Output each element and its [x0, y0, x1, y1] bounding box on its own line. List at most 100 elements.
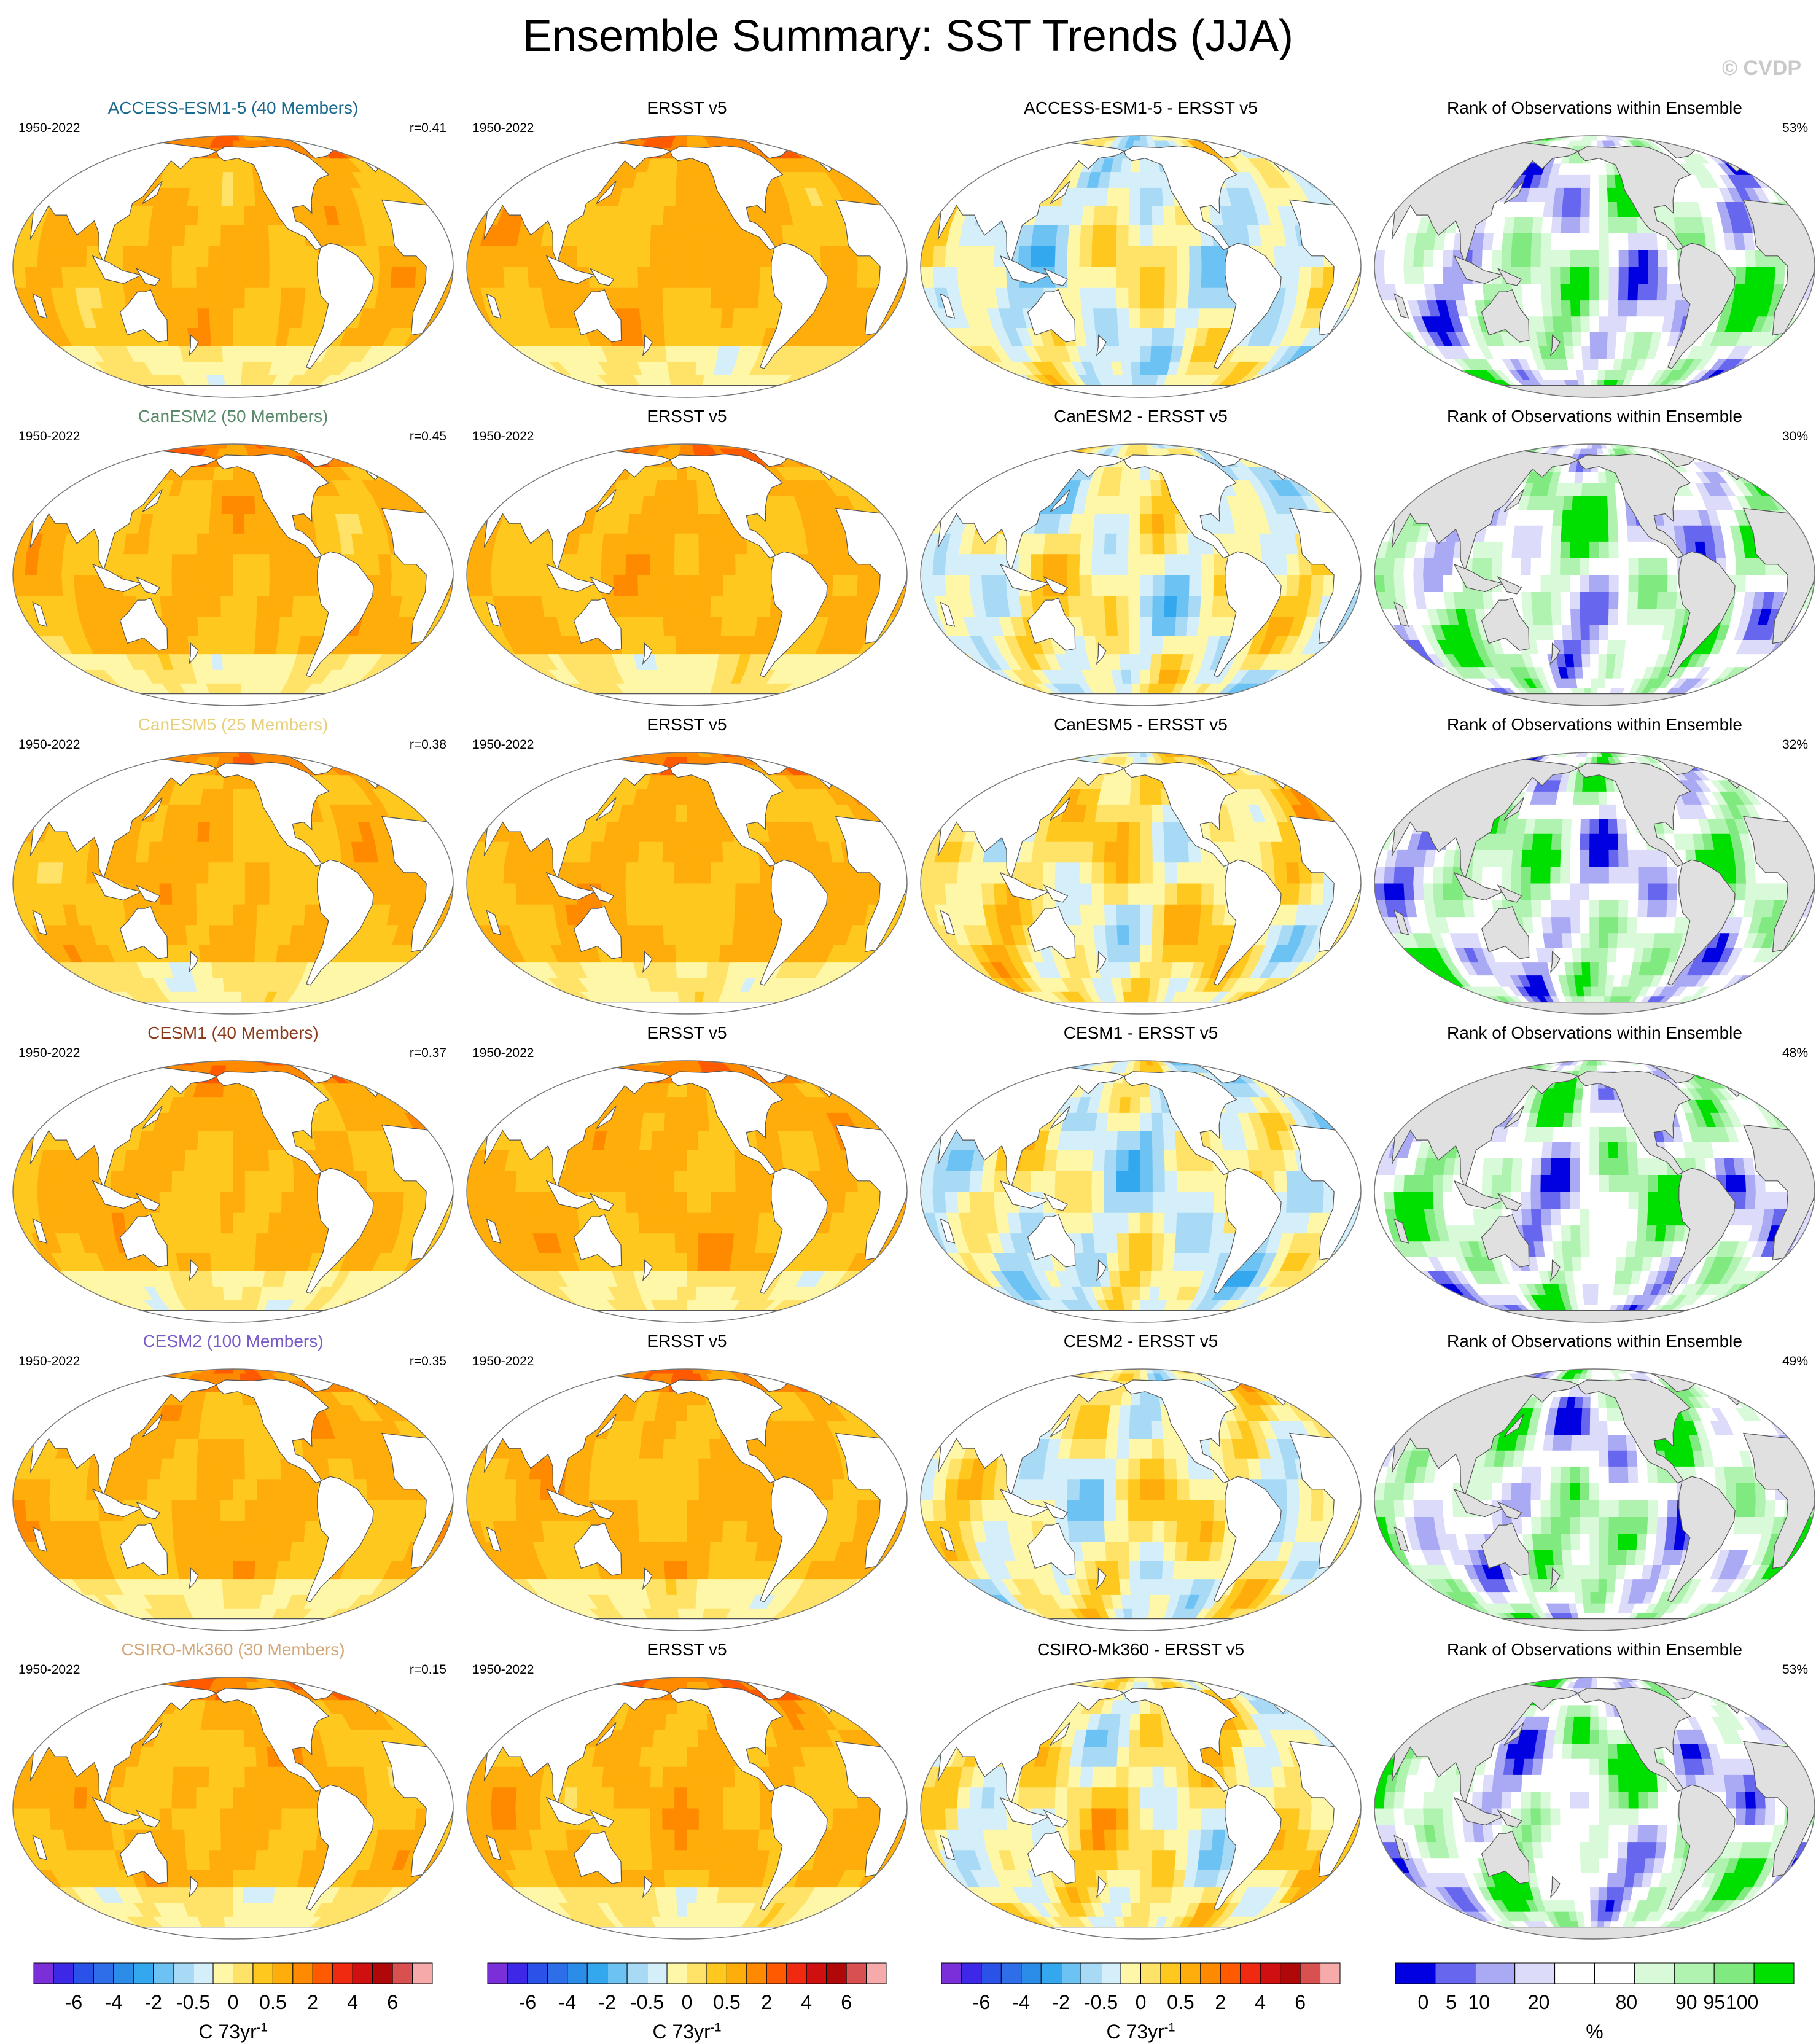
field-cell	[1232, 385, 1258, 394]
field-cell	[675, 495, 687, 514]
field-cell	[338, 448, 366, 456]
panel-model-row-1: ACCESS-ESM1-5 (40 Members) 1950-2022 r=0.4…	[6, 93, 460, 402]
field-cell	[224, 682, 233, 695]
field-cell	[810, 147, 840, 159]
field-cell	[268, 287, 283, 309]
field-cell	[932, 553, 947, 575]
field-cell	[677, 374, 687, 386]
field-cell	[80, 374, 110, 386]
field-cell	[798, 385, 828, 394]
field-cell	[663, 327, 677, 346]
field-cell	[1502, 232, 1514, 250]
map-model-row-1	[12, 135, 454, 398]
panel-diff-row-2: CanESM2 - ERSST v5	[914, 402, 1368, 711]
field-cell	[243, 636, 257, 655]
field-cell	[1754, 358, 1777, 370]
field-cell	[1739, 153, 1764, 164]
field-cell	[1471, 558, 1483, 575]
field-cell	[1657, 249, 1669, 267]
field-cell	[820, 245, 835, 267]
field-cell	[172, 224, 186, 246]
field-cell	[1008, 693, 1036, 702]
field-cell	[220, 245, 233, 267]
field-cell	[526, 455, 556, 467]
field-cell	[1403, 574, 1415, 592]
field-cell	[1564, 174, 1575, 188]
field-cell	[1580, 266, 1591, 284]
field-cell	[1130, 669, 1141, 684]
continent-south-america	[306, 243, 374, 369]
field-cell	[292, 287, 306, 309]
field-cell	[212, 669, 225, 684]
field-cell	[1580, 300, 1591, 317]
field-cell	[503, 245, 518, 267]
island-japan	[1503, 181, 1524, 205]
continent-south-america	[760, 243, 828, 369]
field-cell	[305, 574, 319, 596]
field-cell	[72, 455, 102, 467]
field-cell	[569, 385, 596, 394]
field-cell	[1732, 369, 1756, 380]
field-cell	[1589, 331, 1600, 346]
field-cell	[770, 444, 798, 449]
field-cell	[1458, 387, 1483, 394]
field-cell	[651, 205, 665, 225]
field-cell	[1774, 266, 1786, 284]
field-cell	[1129, 495, 1141, 514]
field-cell	[1203, 444, 1226, 449]
field-cell	[1188, 553, 1202, 575]
field-cell	[654, 171, 668, 188]
field-cell	[1667, 266, 1678, 284]
field-cell	[1201, 574, 1215, 596]
field-cell	[662, 553, 676, 575]
field-cell	[1521, 266, 1532, 284]
field-cell	[1104, 574, 1117, 596]
field-cell	[962, 361, 991, 375]
field-cell	[1608, 216, 1619, 233]
field-cell	[1420, 471, 1443, 483]
field-cell	[135, 224, 151, 246]
field-cell	[687, 136, 694, 141]
continent-north-america	[669, 145, 784, 251]
field-cell	[364, 374, 394, 386]
field-cell	[981, 245, 996, 267]
field-cell	[1117, 495, 1131, 514]
field-cell	[1193, 136, 1214, 141]
field-cell	[1224, 136, 1252, 141]
field-cell	[478, 574, 493, 596]
field-cell	[1023, 139, 1050, 148]
field-cell	[569, 444, 599, 449]
field-cell	[722, 287, 736, 309]
field-cell	[321, 136, 351, 141]
field-cell	[80, 682, 110, 695]
field-cell	[1043, 224, 1059, 246]
field-cell	[187, 495, 201, 514]
panel-title: ACCESS-ESM1-5 (40 Members)	[107, 98, 359, 117]
field-cell	[221, 187, 233, 206]
field-cell	[233, 513, 246, 534]
field-cell	[300, 444, 325, 449]
field-cell	[687, 513, 700, 534]
field-cell	[1152, 308, 1165, 328]
field-cell	[744, 136, 766, 141]
field-cell	[1393, 574, 1405, 592]
field-cell	[1081, 308, 1096, 328]
field-cell	[233, 616, 246, 636]
field-cell	[243, 653, 255, 670]
field-cell	[508, 361, 537, 375]
field-cell	[1218, 136, 1246, 141]
field-cell	[722, 595, 736, 617]
pattern-correlation: r=0.41	[409, 121, 446, 135]
field-cell	[1599, 283, 1610, 301]
field-cell	[233, 158, 244, 173]
field-cell	[115, 385, 142, 394]
field-cell	[1598, 174, 1608, 188]
field-cell	[1054, 553, 1069, 575]
field-cell	[115, 693, 142, 702]
field-cell	[54, 669, 83, 684]
field-cell	[269, 266, 283, 288]
field-cell	[1423, 266, 1435, 284]
field-cell	[666, 466, 679, 481]
field-cell	[546, 448, 576, 456]
field-cell	[575, 444, 604, 449]
